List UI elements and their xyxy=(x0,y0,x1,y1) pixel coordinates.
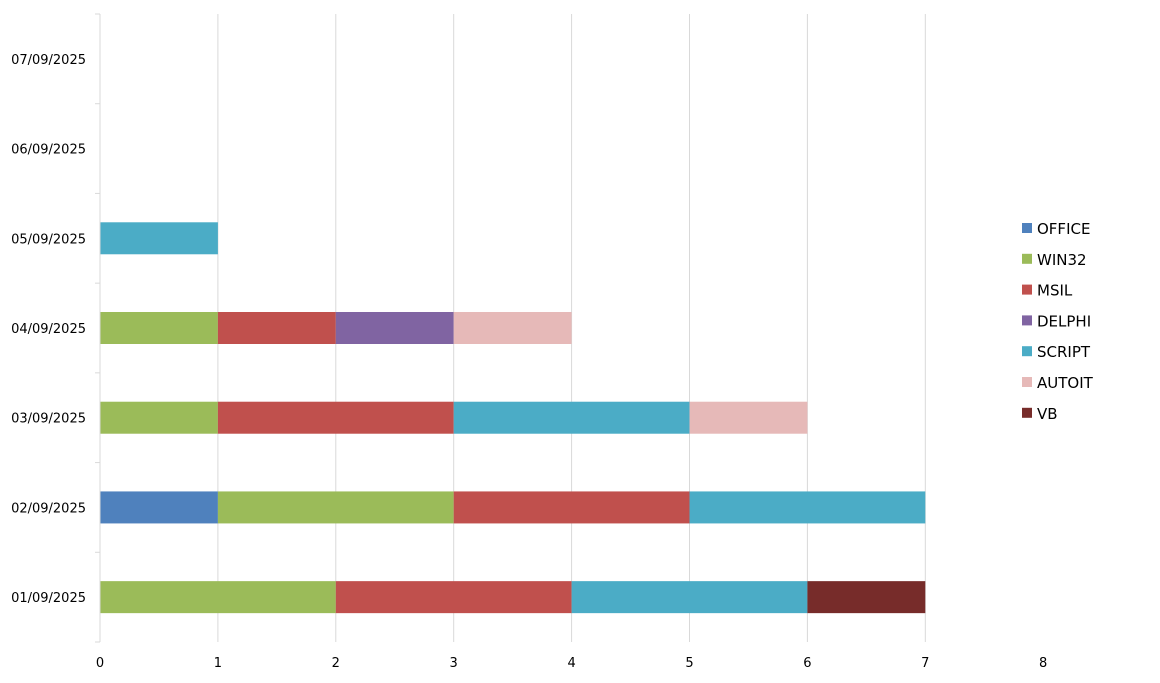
x-tick-label: 3 xyxy=(450,656,458,671)
bar-segment-win32 xyxy=(217,491,454,524)
bar-segment-autoit xyxy=(689,401,808,434)
legend-label-script: SCRIPT xyxy=(1037,343,1091,361)
legend-swatch-vb xyxy=(1022,407,1032,418)
bar-segment-script xyxy=(689,491,926,524)
bars xyxy=(100,222,926,614)
bar-segment-msil xyxy=(217,401,454,434)
y-tick-label: 04/09/2025 xyxy=(11,322,86,337)
bar-segment-msil xyxy=(453,491,690,524)
bar-segment-vb xyxy=(807,581,926,614)
bar-segment-script xyxy=(453,401,690,434)
y-tick-label: 02/09/2025 xyxy=(11,501,86,516)
bar-segment-win32 xyxy=(100,312,218,344)
bar-segment-autoit xyxy=(453,312,572,344)
bar-segment-office xyxy=(100,491,218,524)
x-tick-label: 2 xyxy=(332,656,340,671)
legend-swatch-msil xyxy=(1022,284,1032,295)
bar-segment-win32 xyxy=(100,581,336,614)
x-tick-label: 0 xyxy=(96,656,104,671)
x-tick-label: 6 xyxy=(803,656,811,671)
x-tick-label: 8 xyxy=(1039,656,1047,671)
legend-label-autoit: AUTOIT xyxy=(1037,374,1094,392)
bar-segment-delphi xyxy=(335,312,454,344)
legend-label-vb: VB xyxy=(1037,405,1058,423)
bar-segment-script xyxy=(571,581,808,614)
axes: 01/09/2025 02/09/2025 03/09/2025 04/09/2025… xyxy=(11,13,1047,671)
y-tick-label: 01/09/2025 xyxy=(11,591,86,606)
y-tick-label: 07/09/2025 xyxy=(11,53,86,68)
y-tick-label: 03/09/2025 xyxy=(11,412,86,427)
legend-swatch-autoit xyxy=(1022,377,1032,387)
legend: OFFICE WIN32 MSIL DELPHI SCRIPT AUTOIT VB xyxy=(1022,220,1094,423)
bar-segment-msil xyxy=(335,581,572,614)
legend-label-msil: MSIL xyxy=(1037,282,1073,300)
legend-swatch-office xyxy=(1022,223,1032,233)
x-tick-label: 5 xyxy=(685,656,693,671)
legend-swatch-delphi xyxy=(1022,315,1032,326)
x-tick-label: 4 xyxy=(567,656,575,671)
legend-label-delphi: DELPHI xyxy=(1037,312,1091,330)
legend-label-office: OFFICE xyxy=(1037,220,1090,238)
legend-swatch-script xyxy=(1022,346,1032,357)
y-tick-label: 05/09/2025 xyxy=(11,232,86,247)
x-tick-label: 7 xyxy=(921,656,929,671)
legend-swatch-win32 xyxy=(1022,253,1032,264)
bar-segment-msil xyxy=(217,312,336,344)
bar-segment-win32 xyxy=(100,401,218,434)
x-tick-label: 1 xyxy=(214,656,222,671)
y-tick-label: 06/09/2025 xyxy=(11,143,86,158)
bar-segment-script xyxy=(100,222,218,255)
legend-label-win32: WIN32 xyxy=(1037,251,1087,269)
